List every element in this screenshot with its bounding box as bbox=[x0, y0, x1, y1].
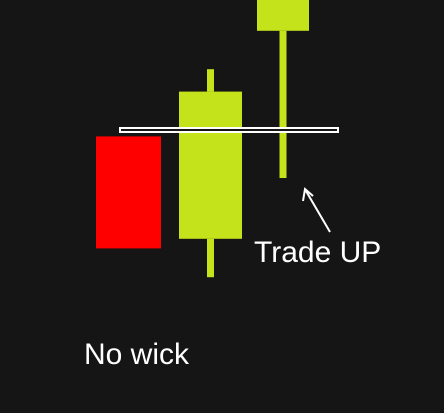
candle-2-lower-wick bbox=[207, 238, 214, 278]
arrow-group bbox=[302, 187, 331, 233]
candles-group bbox=[96, 0, 309, 278]
level-line-group bbox=[119, 127, 339, 133]
candle-3-lower-wick bbox=[279, 30, 287, 178]
level-line-gap bbox=[121, 129, 337, 131]
trade-up-arrow-shaft bbox=[305, 190, 331, 233]
candle-2-upper-wick bbox=[207, 69, 214, 92]
annotation-trade-up: Trade UP bbox=[254, 236, 381, 269]
candle-1-body bbox=[96, 136, 161, 249]
candle-3-body bbox=[257, 0, 309, 31]
annotation-no-wick: No wick bbox=[84, 338, 190, 371]
trade-up-arrow-head bbox=[302, 187, 314, 202]
candle-2-body bbox=[179, 91, 242, 239]
